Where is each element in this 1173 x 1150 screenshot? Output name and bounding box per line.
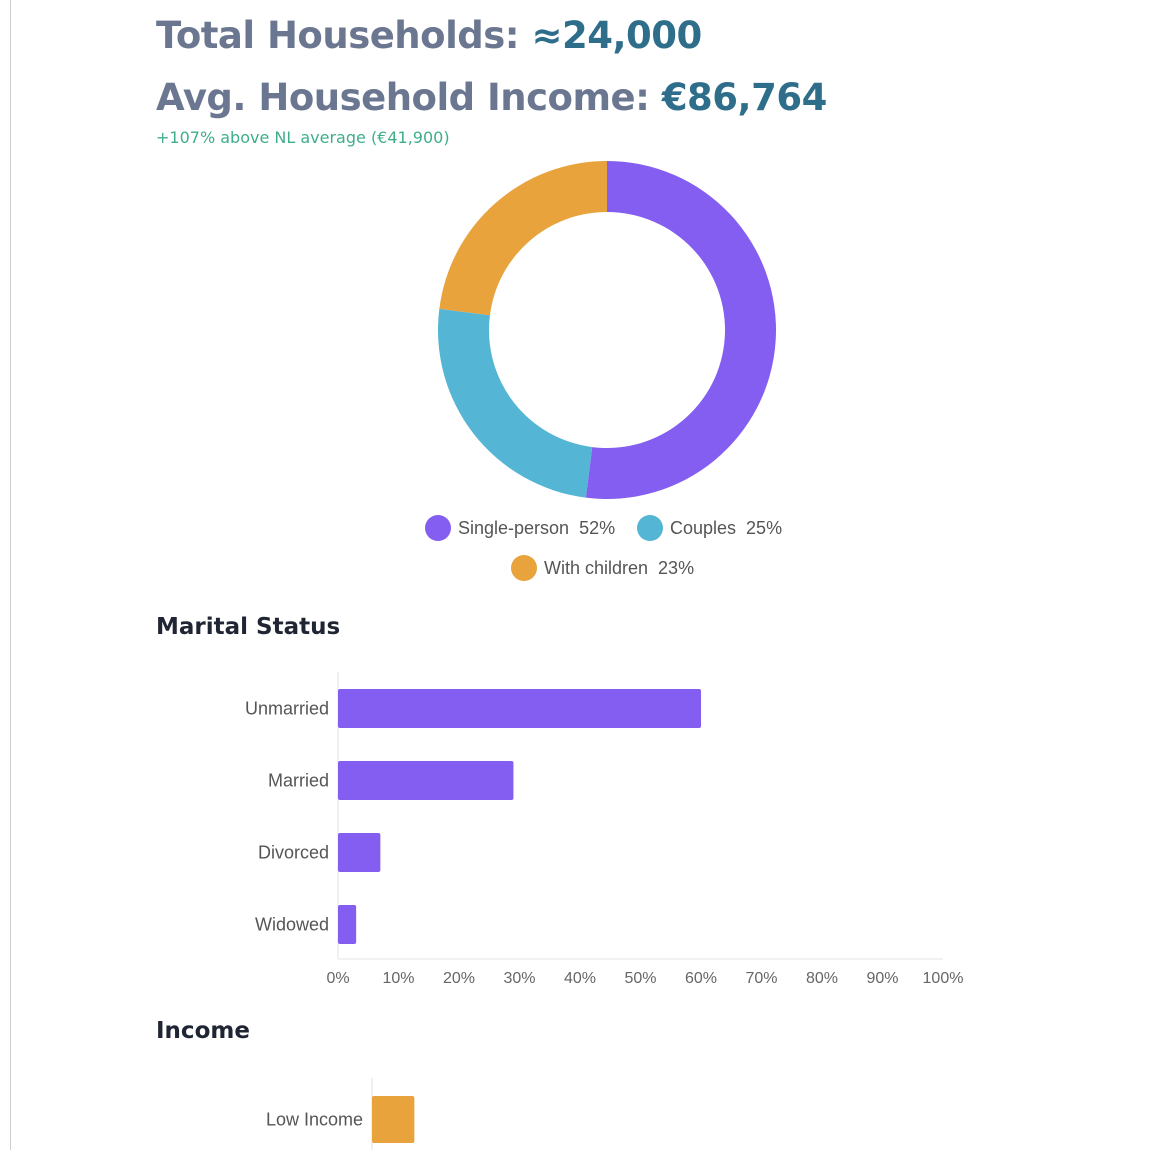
x-tick-label: 90% — [866, 970, 898, 987]
bar-widowed — [338, 905, 357, 944]
income-title: Income — [156, 1018, 250, 1044]
legend-item-single-person: Single-person 52% — [425, 515, 615, 541]
marital-status-bar-chart: 0% 10% 20% 30% 40% 50% 60% 70% 80% 90% 100% Unmarri… — [245, 672, 964, 987]
avg-income-heading: Avg. Household Income: €86,764 — [156, 76, 827, 119]
households-value: ≈24,000 — [531, 14, 702, 57]
x-tick-label: 80% — [806, 970, 838, 987]
household-type-donut-chart: Single-person 52% Couples 25% With children 2… — [425, 161, 782, 581]
donut-slice-couples — [437, 308, 593, 498]
income-bar-chart: Low Income — [266, 1078, 415, 1150]
total-households-heading: Total Households: ≈24,000 — [156, 14, 702, 57]
category-label-unmarried: Unmarried — [245, 699, 329, 719]
x-tick-label: 60% — [685, 970, 717, 987]
legend-value: 25% — [746, 518, 782, 538]
legend-label: Couples — [670, 518, 736, 538]
category-label-divorced: Divorced — [258, 843, 329, 863]
x-tick-label: 100% — [923, 970, 964, 987]
bar-unmarried — [338, 689, 701, 728]
donut-slice-single-person — [585, 161, 776, 499]
legend-label: With children — [544, 558, 648, 578]
households-label: Total Households: — [156, 14, 520, 57]
x-tick-label: 20% — [443, 970, 475, 987]
x-tick-label: 70% — [745, 970, 777, 987]
income-value: €86,764 — [661, 76, 828, 119]
category-label-married: Married — [268, 771, 329, 791]
income-comparison: +107% above NL average (€41,900) — [156, 128, 450, 147]
marital-status-title: Marital Status — [156, 614, 341, 640]
donut-slice-with-children — [439, 161, 607, 316]
legend-swatch — [637, 515, 663, 541]
x-tick-label: 10% — [382, 970, 414, 987]
bar-divorced — [338, 833, 381, 872]
page-left-border — [10, 0, 11, 1150]
legend-value: 52% — [579, 518, 615, 538]
x-tick-label: 40% — [564, 970, 596, 987]
legend-value: 23% — [658, 558, 694, 578]
category-label-low-income: Low Income — [266, 1110, 363, 1130]
bar-married — [338, 761, 514, 800]
income-label: Avg. Household Income: — [156, 76, 650, 119]
category-label-widowed: Widowed — [255, 915, 329, 935]
legend-swatch — [425, 515, 451, 541]
x-tick-label: 30% — [503, 970, 535, 987]
legend-item-couples: Couples 25% — [637, 515, 782, 541]
bar-low-income — [372, 1096, 415, 1143]
legend-swatch — [511, 555, 537, 581]
x-tick-label: 50% — [624, 970, 656, 987]
legend-label: Single-person — [458, 518, 569, 538]
legend-item-with-children: With children 23% — [511, 555, 694, 581]
x-tick-label: 0% — [326, 970, 349, 987]
